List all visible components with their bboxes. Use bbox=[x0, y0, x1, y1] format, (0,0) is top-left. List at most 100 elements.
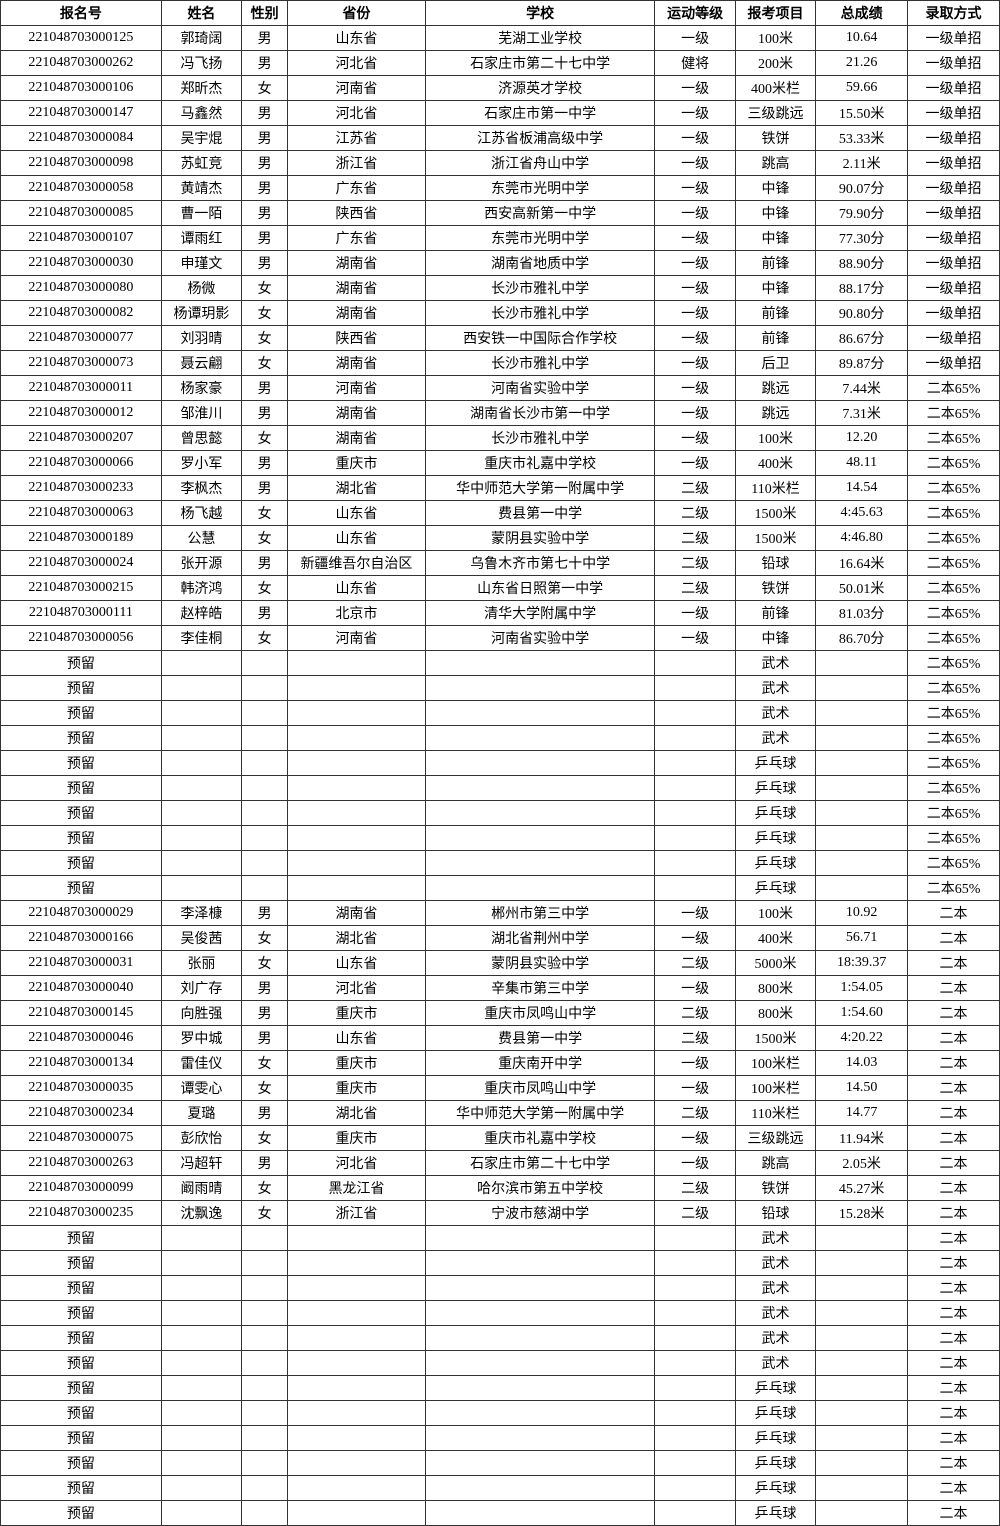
table-cell: 预留 bbox=[1, 776, 162, 801]
table-cell: 华中师范大学第一附属中学 bbox=[425, 1101, 655, 1126]
table-cell: 二本65% bbox=[908, 551, 1000, 576]
table-cell: 武术 bbox=[735, 1301, 815, 1326]
header-name: 姓名 bbox=[161, 1, 241, 26]
table-cell: 二本 bbox=[908, 1201, 1000, 1226]
table-cell: 一级 bbox=[655, 976, 735, 1001]
table-cell: 59.66 bbox=[816, 76, 908, 101]
table-cell: 男 bbox=[242, 251, 288, 276]
table-cell: 雷佳仪 bbox=[161, 1051, 241, 1076]
table-cell: 二本65% bbox=[908, 701, 1000, 726]
table-cell: 重庆南开中学 bbox=[425, 1051, 655, 1076]
table-cell: 221048703000107 bbox=[1, 226, 162, 251]
table-cell: 一级 bbox=[655, 426, 735, 451]
table-row: 221048703000125郭琦阔男山东省芜湖工业学校一级100米10.64一… bbox=[1, 26, 1000, 51]
table-row: 预留乒乓球二本65% bbox=[1, 751, 1000, 776]
table-cell bbox=[655, 801, 735, 826]
table-cell bbox=[655, 1301, 735, 1326]
table-cell: 重庆市 bbox=[288, 1051, 426, 1076]
table-cell bbox=[161, 1501, 241, 1526]
table-cell: 二级 bbox=[655, 951, 735, 976]
table-cell: 100米 bbox=[735, 901, 815, 926]
table-cell: 黄靖杰 bbox=[161, 176, 241, 201]
table-row: 221048703000233李枫杰男湖北省华中师范大学第一附属中学二级110米… bbox=[1, 476, 1000, 501]
table-cell: 湖南省长沙市第一中学 bbox=[425, 401, 655, 426]
table-cell bbox=[655, 651, 735, 676]
table-cell: 聂云翩 bbox=[161, 351, 241, 376]
table-cell: 221048703000063 bbox=[1, 501, 162, 526]
table-cell: 铁饼 bbox=[735, 1176, 815, 1201]
table-row: 预留武术二本65% bbox=[1, 701, 1000, 726]
table-cell: 100米 bbox=[735, 26, 815, 51]
table-cell bbox=[288, 751, 426, 776]
table-cell: 221048703000085 bbox=[1, 201, 162, 226]
table-row: 预留乒乓球二本 bbox=[1, 1501, 1000, 1526]
table-row: 221048703000098苏虹竞男浙江省浙江省舟山中学一级跳高2.11米一级… bbox=[1, 151, 1000, 176]
table-cell: 夏璐 bbox=[161, 1101, 241, 1126]
table-cell bbox=[425, 1226, 655, 1251]
table-row: 221048703000012邹淮川男湖南省湖南省长沙市第一中学一级跳远7.31… bbox=[1, 401, 1000, 426]
table-cell bbox=[161, 676, 241, 701]
table-cell bbox=[425, 851, 655, 876]
table-row: 221048703000147马鑫然男河北省石家庄市第一中学一级三级跳远15.5… bbox=[1, 101, 1000, 126]
table-cell: 乒乓球 bbox=[735, 751, 815, 776]
table-cell bbox=[655, 776, 735, 801]
table-cell: 221048703000166 bbox=[1, 926, 162, 951]
table-cell bbox=[816, 1426, 908, 1451]
table-cell: 二本65% bbox=[908, 876, 1000, 901]
table-cell: 86.67分 bbox=[816, 326, 908, 351]
table-cell: 二本 bbox=[908, 1351, 1000, 1376]
table-cell bbox=[655, 1226, 735, 1251]
table-cell: 221048703000263 bbox=[1, 1151, 162, 1176]
table-cell: 预留 bbox=[1, 1251, 162, 1276]
table-cell: 221048703000030 bbox=[1, 251, 162, 276]
table-cell: 冯飞扬 bbox=[161, 51, 241, 76]
table-cell: 女 bbox=[242, 1176, 288, 1201]
table-cell bbox=[288, 851, 426, 876]
table-cell bbox=[816, 876, 908, 901]
table-cell: 二本65% bbox=[908, 851, 1000, 876]
table-cell: 后卫 bbox=[735, 351, 815, 376]
table-row: 221048703000031张丽女山东省蒙阴县实验中学二级5000米18:39… bbox=[1, 951, 1000, 976]
table-cell: 谭雯心 bbox=[161, 1076, 241, 1101]
table-cell: 预留 bbox=[1, 1476, 162, 1501]
table-row: 预留乒乓球二本 bbox=[1, 1401, 1000, 1426]
table-cell: 二本65% bbox=[908, 776, 1000, 801]
table-cell bbox=[242, 676, 288, 701]
table-cell bbox=[425, 1351, 655, 1376]
table-cell: 预留 bbox=[1, 1376, 162, 1401]
table-cell: 二本 bbox=[908, 1026, 1000, 1051]
table-cell: 男 bbox=[242, 1001, 288, 1026]
table-cell: 北京市 bbox=[288, 601, 426, 626]
table-row: 预留乒乓球二本65% bbox=[1, 776, 1000, 801]
table-cell bbox=[816, 1501, 908, 1526]
table-cell: 中锋 bbox=[735, 276, 815, 301]
table-row: 221048703000099阚雨晴女黑龙江省哈尔滨市第五中学校二级铁饼45.2… bbox=[1, 1176, 1000, 1201]
table-cell: 吴宇焜 bbox=[161, 126, 241, 151]
table-cell: 清华大学附属中学 bbox=[425, 601, 655, 626]
table-row: 预留乒乓球二本 bbox=[1, 1476, 1000, 1501]
table-cell: 二本 bbox=[908, 1151, 1000, 1176]
table-cell bbox=[425, 1401, 655, 1426]
table-cell bbox=[655, 1376, 735, 1401]
table-cell: 重庆市 bbox=[288, 1126, 426, 1151]
table-cell: 一级 bbox=[655, 351, 735, 376]
table-cell: 221048703000035 bbox=[1, 1076, 162, 1101]
table-cell: 221048703000056 bbox=[1, 626, 162, 651]
table-cell: 跳高 bbox=[735, 1151, 815, 1176]
table-cell: 辛集市第三中学 bbox=[425, 976, 655, 1001]
table-cell: 21.26 bbox=[816, 51, 908, 76]
table-cell: 221048703000207 bbox=[1, 426, 162, 451]
table-cell: 武术 bbox=[735, 1276, 815, 1301]
table-cell: 男 bbox=[242, 176, 288, 201]
table-cell bbox=[242, 1376, 288, 1401]
table-cell: 221048703000215 bbox=[1, 576, 162, 601]
table-cell: 221048703000189 bbox=[1, 526, 162, 551]
table-cell bbox=[288, 1351, 426, 1376]
table-cell: 苏虹竞 bbox=[161, 151, 241, 176]
table-cell bbox=[425, 776, 655, 801]
table-cell bbox=[288, 776, 426, 801]
table-cell bbox=[242, 1276, 288, 1301]
table-row: 预留武术二本65% bbox=[1, 676, 1000, 701]
table-row: 221048703000066罗小军男重庆市重庆市礼嘉中学校一级400米48.1… bbox=[1, 451, 1000, 476]
table-cell: 河北省 bbox=[288, 1151, 426, 1176]
